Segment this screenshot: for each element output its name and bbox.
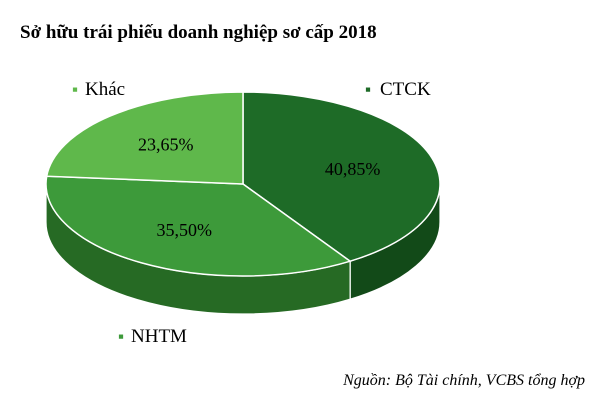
data-label-nhtm: 35,50% (156, 220, 212, 240)
legend-marker-khac: ▪ (72, 80, 78, 99)
source-note: Nguồn: Bộ Tài chính, VCBS tổng hợp (342, 372, 585, 389)
legend-label-nhtm: NHTM (131, 326, 187, 347)
data-label-khac: 23,65% (138, 135, 194, 155)
data-label-ctck: 40,85% (325, 159, 381, 179)
legend-item-khac: ▪ Khác (72, 79, 125, 100)
legend-item-nhtm: ▪ NHTM (118, 326, 187, 347)
legend-marker-ctck: ▪ (365, 80, 371, 99)
pie-group: 40,85% 35,50% 23,65% (45, 91, 441, 315)
pie-slice-khac (45, 91, 244, 185)
pie-slice-nhtm (45, 175, 352, 277)
legend-marker-nhtm: ▪ (118, 327, 124, 346)
chart-title: Sở hữu trái phiếu doanh nghiệp sơ cấp 20… (20, 22, 377, 43)
legend-item-ctck: ▪ CTCK (365, 79, 431, 100)
legend-label-ctck: CTCK (380, 79, 431, 100)
legend-label-khac: Khác (85, 79, 125, 100)
